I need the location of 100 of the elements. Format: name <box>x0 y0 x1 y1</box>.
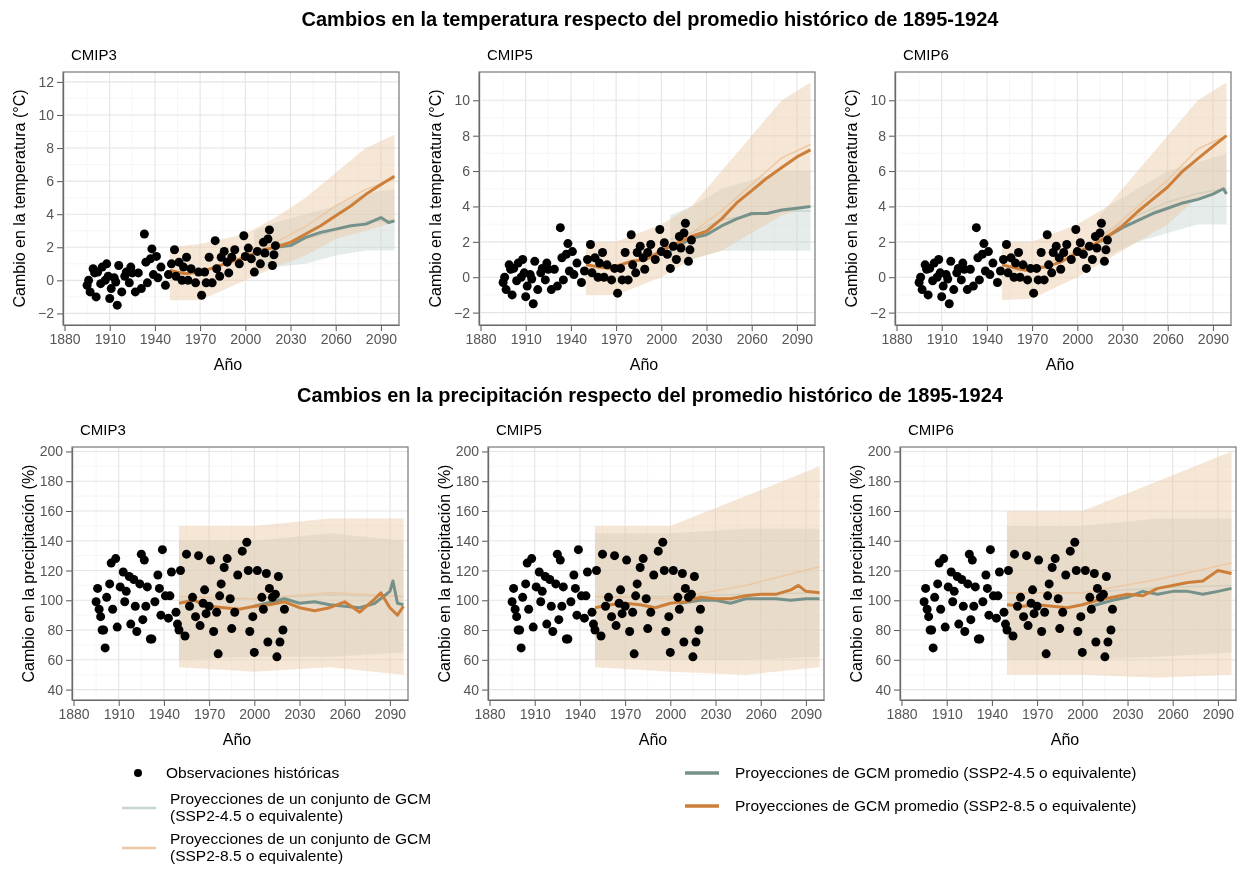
x-tick-label: 1910 <box>519 705 551 722</box>
x-tick-label: 2030 <box>1107 330 1139 347</box>
line-series <box>594 566 821 600</box>
y-tick-label: 100 <box>455 592 480 609</box>
x-axis-title: Año <box>213 356 243 373</box>
y-tick-label: 80 <box>875 622 892 639</box>
y-tick-label: 10 <box>870 92 887 109</box>
chart-subtitle: CMIP3 <box>80 421 126 438</box>
y-tick-label: 200 <box>867 443 892 460</box>
x-tick-label: 1910 <box>103 705 135 722</box>
y-tick-label: 60 <box>463 651 480 668</box>
x-tick-label: 1940 <box>148 705 181 722</box>
y-tick-label: 200 <box>39 443 64 460</box>
y-tick-label: 100 <box>39 592 64 609</box>
y-tick-label: −2 <box>454 304 471 321</box>
legend-label: Proyecciones de GCM promedio (SSP2-4.5 o equivalente) <box>735 764 1137 781</box>
y-tick-label: 200 <box>455 443 480 460</box>
y-tick-label: 12 <box>38 73 55 90</box>
y-axis-title: Cambio en la temperatura (°C) <box>11 89 28 308</box>
y-tick-label: 160 <box>39 502 64 519</box>
x-tick-label: 2000 <box>655 705 687 722</box>
y-tick-label: 8 <box>462 127 471 144</box>
y-tick-label: 120 <box>867 562 892 579</box>
x-tick-label: 1970 <box>1022 705 1054 722</box>
y-tick-label: 180 <box>867 473 892 490</box>
x-tick-label: 1940 <box>971 330 1004 347</box>
x-tick-label: 1970 <box>185 330 217 347</box>
y-tick-label: 140 <box>867 532 892 549</box>
y-tick-label: 0 <box>878 269 887 286</box>
y-tick-label: 180 <box>455 473 480 490</box>
text: Cambios en la temperatura respecto del promedio histórico de 1895-1924 <box>301 8 1000 30</box>
x-tick-label: 1940 <box>555 330 588 347</box>
y-tick-label: 160 <box>867 502 892 519</box>
y-tick-label: 60 <box>875 651 892 668</box>
x-tick-label: 2090 <box>781 330 814 347</box>
x-tick-label: 2090 <box>374 705 407 722</box>
x-tick-label: 1970 <box>194 705 226 722</box>
x-tick-label: 1970 <box>1017 330 1049 347</box>
x-tick-label: 1880 <box>465 330 497 347</box>
y-axis-title: Cambio en la precipitación (%) <box>848 464 865 683</box>
y-tick-label: 4 <box>46 206 55 223</box>
x-tick-label: 2090 <box>1202 705 1235 722</box>
y-axis-title: Cambio en la precipitación (%) <box>20 464 37 683</box>
y-tick-label: 60 <box>47 651 64 668</box>
x-tick-label: 2000 <box>1067 705 1099 722</box>
y-tick-label: 40 <box>875 681 892 698</box>
y-tick-label: 140 <box>455 532 480 549</box>
y-axis-title: Cambio en la temperatura (°C) <box>843 89 860 308</box>
x-tick-label: 2030 <box>691 330 723 347</box>
x-tick-label: 2060 <box>1157 705 1189 722</box>
chart-subtitle: CMIP6 <box>908 421 954 438</box>
y-tick-label: 10 <box>454 92 471 109</box>
y-tick-label: 80 <box>463 622 480 639</box>
legend-label: Observaciones históricas <box>166 764 340 781</box>
x-tick-label: 2060 <box>1152 330 1184 347</box>
x-tick-label: 2060 <box>329 705 361 722</box>
x-axis-title: Año <box>638 731 668 748</box>
y-tick-label: 6 <box>46 173 55 190</box>
x-axis-title: Año <box>222 731 252 748</box>
x-tick-label: 1910 <box>931 705 963 722</box>
y-tick-label: 4 <box>462 198 471 215</box>
y-tick-label: 2 <box>462 233 471 250</box>
x-tick-label: 2000 <box>230 330 262 347</box>
y-axis-title: Cambio en la precipitación (%) <box>436 464 453 683</box>
x-tick-label: 1910 <box>926 330 958 347</box>
y-axis-title: Cambio en la temperatura (°C) <box>427 89 444 308</box>
x-tick-label: 1940 <box>564 705 597 722</box>
y-tick-label: 4 <box>878 198 887 215</box>
x-tick-label: 1880 <box>49 330 81 347</box>
y-tick-label: 0 <box>462 269 471 286</box>
y-tick-label: 120 <box>39 562 64 579</box>
x-tick-label: 1910 <box>94 330 126 347</box>
y-tick-label: −2 <box>870 304 887 321</box>
y-tick-label: 40 <box>463 681 480 698</box>
legend-label: Proyecciones de un conjunto de GCM (SSP2-8.5 o equivalente) <box>170 830 432 864</box>
y-tick-label: 0 <box>46 272 55 289</box>
y-tick-label: 100 <box>867 592 892 609</box>
chart-subtitle: CMIP6 <box>903 46 949 63</box>
x-tick-label: 2090 <box>1197 330 1230 347</box>
chart-subtitle: CMIP5 <box>496 421 542 438</box>
y-tick-label: −2 <box>38 305 55 322</box>
x-tick-label: 1880 <box>58 705 90 722</box>
y-tick-label: 80 <box>47 622 64 639</box>
y-tick-label: 8 <box>878 127 887 144</box>
x-tick-label: 1970 <box>610 705 642 722</box>
chart-subtitle: CMIP5 <box>487 46 533 63</box>
x-tick-label: 1880 <box>474 705 506 722</box>
x-tick-label: 2030 <box>275 330 307 347</box>
x-tick-label: 1910 <box>510 330 542 347</box>
y-tick-label: 40 <box>47 681 64 698</box>
x-tick-label: 2030 <box>700 705 732 722</box>
x-axis-title: Año <box>629 356 659 373</box>
x-tick-label: 2030 <box>284 705 316 722</box>
y-tick-label: 6 <box>878 163 887 180</box>
x-tick-label: 2060 <box>736 330 768 347</box>
x-tick-label: 2000 <box>1062 330 1094 347</box>
x-tick-label: 2000 <box>239 705 271 722</box>
x-tick-label: 1880 <box>881 330 913 347</box>
legend-label: Proyecciones de un conjunto de GCM (SSP2-4.5 o equivalente) <box>170 790 432 824</box>
x-axis-title: Año <box>1045 356 1075 373</box>
